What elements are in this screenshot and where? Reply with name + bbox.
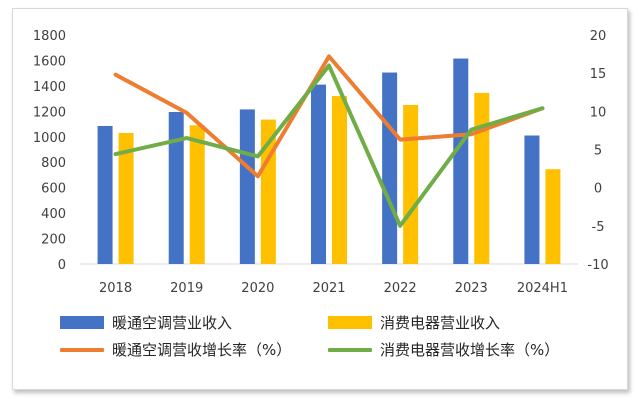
- right-axis: -10 -5 0 5 10 15 20: [587, 29, 608, 273]
- legend-bar-swatch: [328, 316, 372, 329]
- right-tick-label: 0: [594, 182, 602, 197]
- legend-label: 消费电器营业收入: [380, 314, 501, 332]
- legend-item: 暖通空调营收增长率（%）: [60, 339, 291, 360]
- left-tick-label: 1600: [33, 54, 66, 69]
- legend: 暖通空调营业收入 消费电器营业收入暖通空调营收增长率（%） 消费电器营收增长率（%）: [60, 312, 620, 382]
- line-series-group: [113, 54, 545, 228]
- x-tick-label: 2022: [384, 281, 417, 296]
- bar-hvac-revenue: [453, 58, 469, 265]
- x-tick-label: 2023: [455, 281, 488, 296]
- bar-hvac-revenue: [382, 72, 398, 265]
- bar-consumer-revenue: [474, 92, 490, 264]
- legend-label: 暖通空调营收增长率（%）: [112, 341, 292, 359]
- bar-consumer-revenue: [118, 132, 134, 264]
- right-tick-label: 5: [594, 144, 602, 159]
- bar-consumer-revenue: [332, 96, 347, 264]
- right-tick-label: -5: [592, 220, 605, 235]
- right-tick-label: 10: [590, 105, 607, 120]
- bar-consumer-revenue: [545, 169, 561, 264]
- legend-item: 消费电器营收增长率（%）: [328, 339, 559, 360]
- left-tick-label: 400: [41, 207, 66, 222]
- left-tick-label: 0: [58, 258, 66, 273]
- left-tick-label: 1200: [33, 105, 66, 120]
- left-tick-label: 1000: [33, 131, 66, 146]
- right-tick-label: 20: [590, 29, 607, 44]
- bar-consumer-revenue: [403, 104, 419, 264]
- left-tick-label: 200: [41, 233, 66, 248]
- right-tick-label: -10: [587, 258, 608, 273]
- x-tick-label: 2020: [241, 281, 274, 296]
- legend-item: 消费电器营业收入: [328, 312, 500, 333]
- bar-series-group: [97, 58, 561, 265]
- left-tick-label: 600: [41, 182, 66, 197]
- right-tick-label: 15: [590, 67, 607, 82]
- left-tick-label: 1400: [33, 80, 66, 95]
- legend-item: 暖通空调营业收入: [60, 312, 232, 333]
- x-tick-label: 2018: [99, 281, 132, 296]
- legend-line-swatch: [60, 347, 104, 352]
- x-tick-label: 2021: [312, 281, 345, 296]
- bar-hvac-revenue: [239, 109, 255, 264]
- x-tick-label: 2024H1: [517, 281, 568, 296]
- left-tick-label: 800: [41, 156, 66, 171]
- x-tick-label: 2019: [170, 281, 203, 296]
- bar-consumer-revenue: [189, 125, 205, 264]
- bar-hvac-revenue: [524, 135, 540, 264]
- x-axis: 2018 2019 2020 2021 2022 2023 2024H1: [99, 281, 568, 296]
- left-axis: 0 200 400 600 800 1000 1200 1400 1600 1800: [33, 29, 66, 273]
- legend-label: 暖通空调营业收入: [112, 314, 233, 332]
- bar-hvac-revenue: [97, 125, 113, 264]
- legend-bar-swatch: [60, 316, 104, 329]
- bar-hvac-revenue: [311, 84, 326, 264]
- legend-line-swatch: [328, 347, 372, 352]
- legend-label: 消费电器营收增长率（%）: [380, 341, 560, 359]
- bar-hvac-revenue: [168, 111, 184, 264]
- left-tick-label: 1800: [33, 29, 66, 44]
